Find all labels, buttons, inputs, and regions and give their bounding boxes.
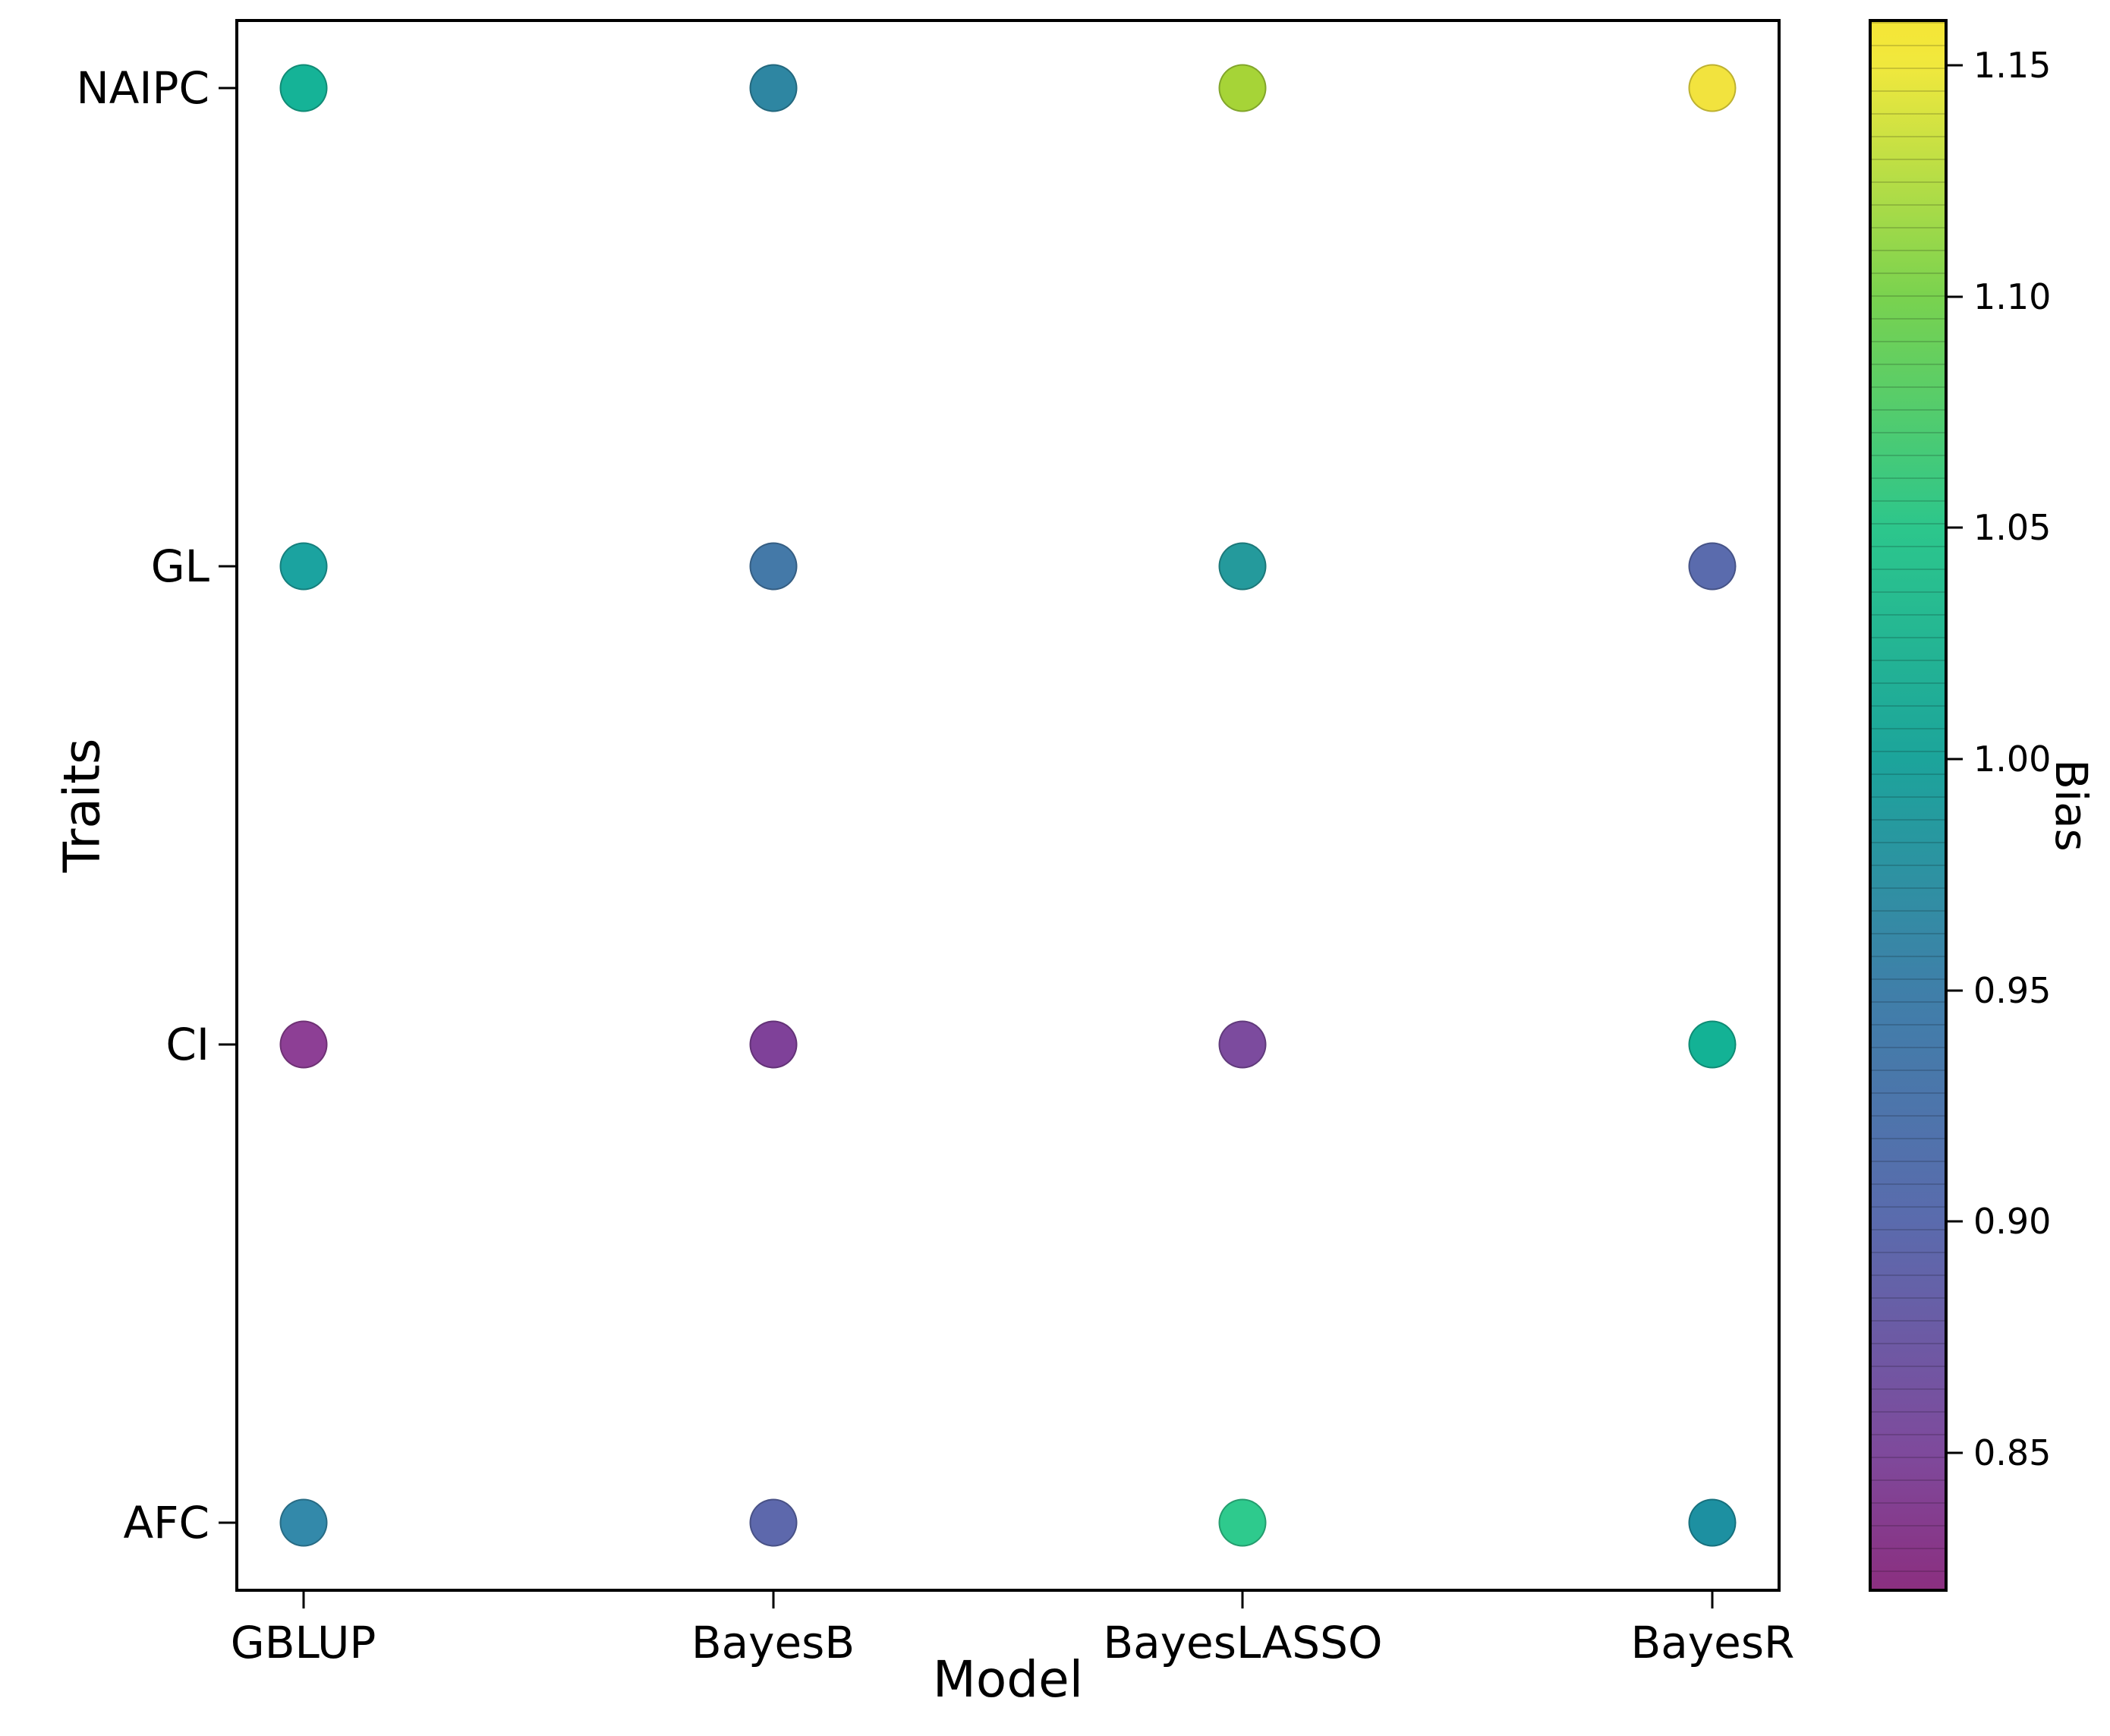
x-tick-mark — [772, 1592, 775, 1608]
colorbar-tick-mark — [1948, 1451, 1963, 1454]
plot-area — [235, 19, 1781, 1592]
scatter-point-gl-bayeslasso — [1218, 542, 1267, 591]
colorbar-tick-mark — [1948, 1220, 1963, 1223]
x-tick-label: BayesR — [1630, 1617, 1795, 1668]
y-tick-label: AFC — [123, 1496, 209, 1549]
scatter-point-naipc-gblup — [279, 64, 328, 112]
scatter-point-naipc-bayeslasso — [1218, 64, 1267, 112]
colorbar-gradient — [1872, 22, 1945, 1589]
scatter-point-naipc-bayesb — [749, 64, 798, 112]
colorbar-tick-mark — [1948, 64, 1963, 67]
scatter-point-afc-bayesr — [1688, 1498, 1737, 1547]
x-tick-label: GBLUP — [230, 1617, 376, 1668]
colorbar-tick-label: 0.90 — [1973, 1201, 2052, 1243]
y-tick-label: CI — [165, 1018, 209, 1070]
scatter-point-ci-bayesr — [1688, 1020, 1737, 1069]
y-tick-mark — [219, 1043, 235, 1046]
x-axis-label: Model — [932, 1650, 1084, 1709]
colorbar-tick-label: 0.85 — [1973, 1432, 2052, 1474]
x-tick-label: BayesB — [691, 1617, 855, 1668]
colorbar-stripes — [1872, 22, 1945, 1589]
x-tick-mark — [1711, 1592, 1714, 1608]
y-tick-mark — [219, 1521, 235, 1524]
colorbar-tick-label: 1.15 — [1973, 44, 2052, 86]
y-tick-label: NAIPC — [76, 62, 209, 115]
x-tick-mark — [302, 1592, 305, 1608]
y-axis-label: Traits — [52, 738, 112, 873]
colorbar — [1869, 19, 1948, 1592]
colorbar-tick-label: 0.95 — [1973, 969, 2052, 1011]
colorbar-tick-mark — [1948, 758, 1963, 761]
colorbar-tick-label: 1.00 — [1973, 739, 2052, 780]
scatter-point-naipc-bayesr — [1688, 64, 1737, 112]
colorbar-tick-label: 1.05 — [1973, 507, 2052, 549]
colorbar-label: Bias — [2045, 759, 2097, 852]
y-tick-mark — [219, 565, 235, 568]
scatter-point-ci-bayesb — [749, 1020, 798, 1069]
scatter-point-ci-gblup — [279, 1020, 328, 1069]
y-tick-mark — [219, 87, 235, 90]
colorbar-tick-mark — [1948, 295, 1963, 298]
colorbar-tick-label: 1.10 — [1973, 276, 2052, 317]
scatter-point-gl-gblup — [279, 542, 328, 591]
scatter-point-gl-bayesb — [749, 542, 798, 591]
scatter-point-gl-bayesr — [1688, 542, 1737, 591]
scatter-point-afc-bayesb — [749, 1498, 798, 1547]
x-tick-label: BayesLASSO — [1103, 1617, 1383, 1668]
colorbar-tick-mark — [1948, 989, 1963, 992]
scatter-point-afc-gblup — [279, 1498, 328, 1547]
x-tick-mark — [1241, 1592, 1244, 1608]
scatter-point-afc-bayeslasso — [1218, 1498, 1267, 1547]
y-tick-label: GL — [150, 540, 209, 593]
scatter-point-ci-bayeslasso — [1218, 1020, 1267, 1069]
colorbar-tick-mark — [1948, 526, 1963, 529]
